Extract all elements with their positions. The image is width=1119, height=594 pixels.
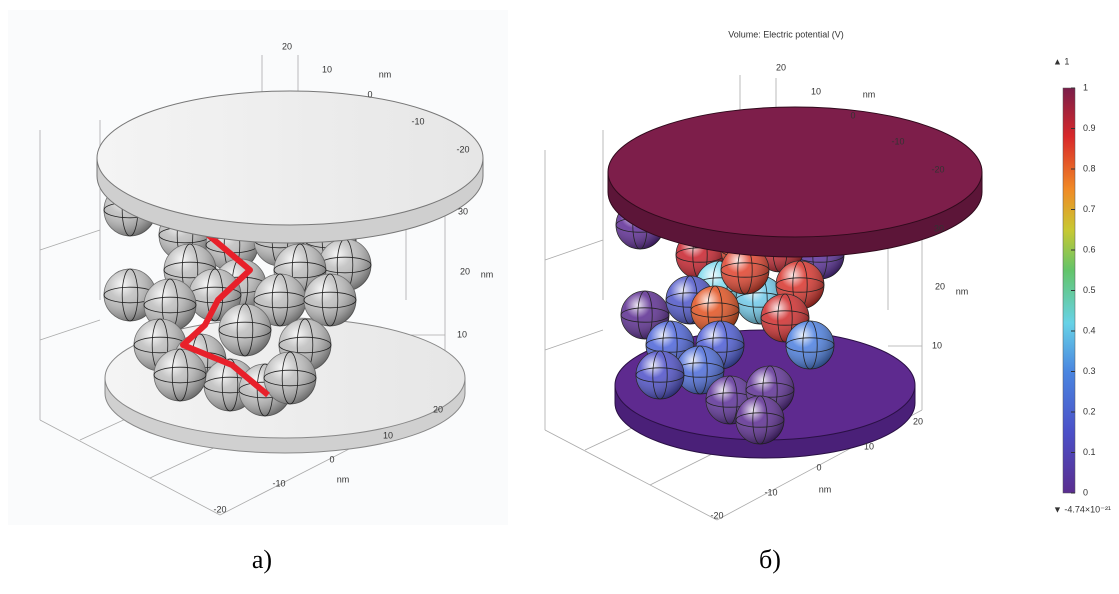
sphere-shade	[264, 352, 316, 404]
axis-label: 0	[816, 462, 821, 472]
colorbar-tick-label: 0.5	[1083, 285, 1096, 295]
sphere-shade	[304, 274, 356, 326]
colorbar-tick-label: 1	[1083, 82, 1088, 92]
caption: б)	[759, 545, 781, 574]
axis-label: 20	[460, 266, 470, 276]
axis-label: -10	[411, 116, 424, 126]
axis-label: nm	[956, 286, 969, 296]
axis-label: -20	[931, 164, 944, 174]
axis-label: 20	[282, 41, 292, 51]
sphere-shade	[636, 351, 684, 399]
axis-label: 0	[329, 454, 334, 464]
sphere-shade	[219, 304, 271, 356]
colorbar-tick-label: 0.1	[1083, 447, 1096, 457]
colorbar-tick-label: 0.2	[1083, 406, 1096, 416]
sphere-shade	[736, 396, 784, 444]
colorbar-max: ▲ 1	[1053, 56, 1069, 66]
page: Volume: Electric potential (V) ▲ 1 ▼ -4.…	[0, 0, 1119, 594]
axis-label: 10	[932, 340, 942, 350]
top-disc-a	[97, 91, 483, 243]
axis-label: -10	[891, 136, 904, 146]
axis-label: 10	[457, 329, 467, 339]
axis-label: 0	[367, 89, 372, 99]
axis-label: 10	[864, 441, 874, 451]
sphere-shade	[154, 349, 206, 401]
axis-label: nm	[481, 269, 494, 279]
axis-label: -20	[710, 510, 723, 520]
axis-label: nm	[379, 69, 392, 79]
axis-label: 20	[935, 281, 945, 291]
axis-label: 20	[776, 62, 786, 72]
axis-label: 20	[913, 416, 923, 426]
colorbar-min: ▼ -4.74×10⁻²¹	[1053, 504, 1111, 514]
axis-label: 10	[811, 86, 821, 96]
colorbar-tick-label: 0.4	[1083, 325, 1096, 335]
colorbar-tick-label: 0.9	[1083, 123, 1096, 133]
caption: а)	[252, 545, 272, 574]
axis-label: 10	[383, 430, 393, 440]
figure: Volume: Electric potential (V) ▲ 1 ▼ -4.…	[0, 0, 1119, 589]
axis-label: nm	[819, 484, 832, 494]
axis-label: -10	[764, 487, 777, 497]
axis-label: -10	[272, 478, 285, 488]
axis-label: 0	[850, 110, 855, 120]
axis-label: nm	[337, 474, 350, 484]
colorbar-tick-label: 0	[1083, 487, 1088, 497]
colorbar-tick-label: 0.6	[1083, 244, 1096, 254]
top-disc-b	[608, 107, 982, 257]
axis-label: 10	[322, 64, 332, 74]
colorbar-tick-label: 0.7	[1083, 204, 1096, 214]
axis-label: 20	[433, 404, 443, 414]
axis-label: nm	[863, 89, 876, 99]
axis-label: -20	[456, 144, 469, 154]
axis-label: 30	[458, 206, 468, 216]
axis-label: 30	[934, 223, 944, 233]
colorbar-tick-label: 0.8	[1083, 163, 1096, 173]
axis-label: -20	[213, 504, 226, 514]
sphere-shade	[786, 321, 834, 369]
colorbar-tick-label: 0.3	[1083, 366, 1096, 376]
panel-title: Volume: Electric potential (V)	[728, 29, 844, 39]
